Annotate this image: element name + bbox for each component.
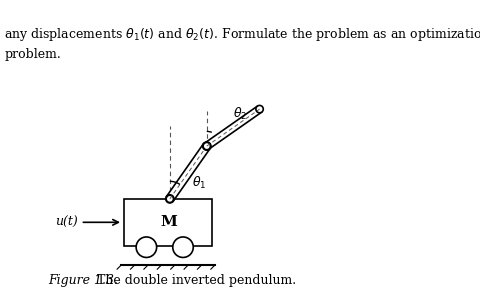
Text: any displacements $\theta_1(t)$ and $\theta_2(t)$. Formulate the problem as an o: any displacements $\theta_1(t)$ and $\th… (4, 26, 480, 43)
Text: The double inverted pendulum.: The double inverted pendulum. (84, 274, 295, 287)
Circle shape (166, 195, 173, 202)
FancyBboxPatch shape (124, 199, 212, 246)
Polygon shape (166, 144, 210, 201)
Circle shape (255, 105, 263, 113)
Circle shape (166, 195, 174, 203)
Text: $\theta_1$: $\theta_1$ (192, 175, 206, 191)
Text: M: M (159, 215, 177, 229)
Circle shape (136, 237, 156, 257)
Text: Figure 1.3.: Figure 1.3. (48, 274, 118, 287)
Circle shape (202, 142, 210, 150)
Circle shape (203, 142, 210, 150)
Circle shape (172, 237, 193, 257)
Text: problem.: problem. (4, 48, 61, 61)
Text: u(t): u(t) (55, 216, 77, 229)
Text: $\theta_2$: $\theta_2$ (233, 106, 247, 122)
Circle shape (203, 143, 210, 150)
Polygon shape (204, 106, 261, 149)
